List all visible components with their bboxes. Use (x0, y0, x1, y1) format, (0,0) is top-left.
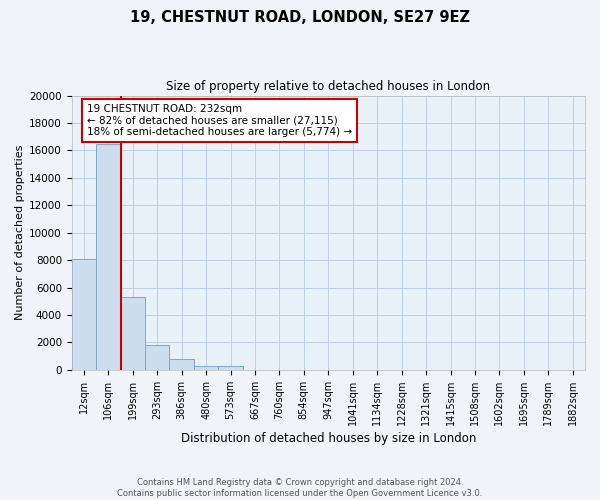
Bar (169, 359, 194, 370)
Bar (71, 259, 96, 370)
Bar (194, 366, 218, 370)
Text: 19 CHESTNUT ROAD: 232sqm
← 82% of detached houses are smaller (27,115)
18% of se: 19 CHESTNUT ROAD: 232sqm ← 82% of detach… (87, 104, 352, 137)
Title: Size of property relative to detached houses in London: Size of property relative to detached ho… (166, 80, 490, 93)
Bar (218, 366, 243, 370)
Bar (145, 345, 169, 370)
Y-axis label: Number of detached properties: Number of detached properties (15, 145, 25, 320)
Text: 19, CHESTNUT ROAD, LONDON, SE27 9EZ: 19, CHESTNUT ROAD, LONDON, SE27 9EZ (130, 10, 470, 25)
Text: Contains HM Land Registry data © Crown copyright and database right 2024.
Contai: Contains HM Land Registry data © Crown c… (118, 478, 482, 498)
Bar (121, 297, 145, 370)
Bar (96, 144, 121, 370)
X-axis label: Distribution of detached houses by size in London: Distribution of detached houses by size … (181, 432, 476, 445)
